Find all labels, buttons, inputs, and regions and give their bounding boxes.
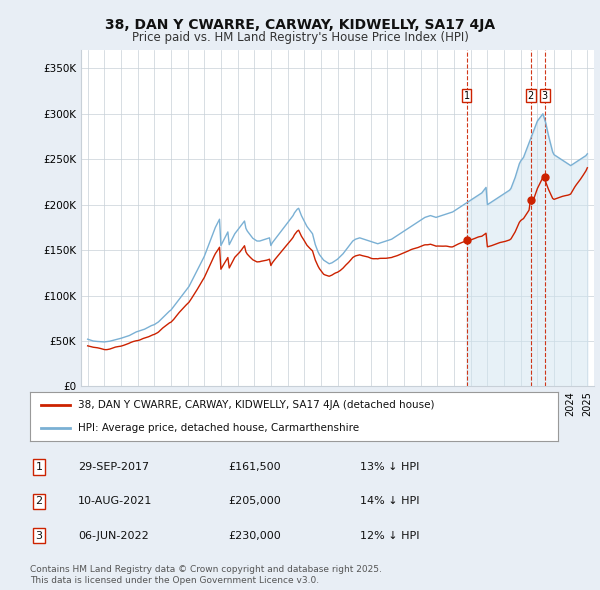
Text: 38, DAN Y CWARRE, CARWAY, KIDWELLY, SA17 4JA: 38, DAN Y CWARRE, CARWAY, KIDWELLY, SA17… — [105, 18, 495, 32]
Text: 2: 2 — [35, 496, 43, 506]
Text: 14% ↓ HPI: 14% ↓ HPI — [360, 496, 419, 506]
Text: 2: 2 — [527, 91, 534, 101]
Text: 12% ↓ HPI: 12% ↓ HPI — [360, 530, 419, 540]
Text: 38, DAN Y CWARRE, CARWAY, KIDWELLY, SA17 4JA (detached house): 38, DAN Y CWARRE, CARWAY, KIDWELLY, SA17… — [77, 401, 434, 411]
Text: 3: 3 — [35, 530, 43, 540]
Text: Contains HM Land Registry data © Crown copyright and database right 2025.
This d: Contains HM Land Registry data © Crown c… — [30, 565, 382, 585]
Text: 1: 1 — [35, 462, 43, 472]
Text: 29-SEP-2017: 29-SEP-2017 — [78, 462, 149, 472]
Text: HPI: Average price, detached house, Carmarthenshire: HPI: Average price, detached house, Carm… — [77, 422, 359, 432]
Text: 10-AUG-2021: 10-AUG-2021 — [78, 496, 152, 506]
Text: Price paid vs. HM Land Registry's House Price Index (HPI): Price paid vs. HM Land Registry's House … — [131, 31, 469, 44]
Text: 06-JUN-2022: 06-JUN-2022 — [78, 530, 149, 540]
Text: 13% ↓ HPI: 13% ↓ HPI — [360, 462, 419, 472]
Text: 3: 3 — [542, 91, 548, 101]
Text: 1: 1 — [464, 91, 470, 101]
Text: £205,000: £205,000 — [228, 496, 281, 506]
Text: £230,000: £230,000 — [228, 530, 281, 540]
Text: £161,500: £161,500 — [228, 462, 281, 472]
